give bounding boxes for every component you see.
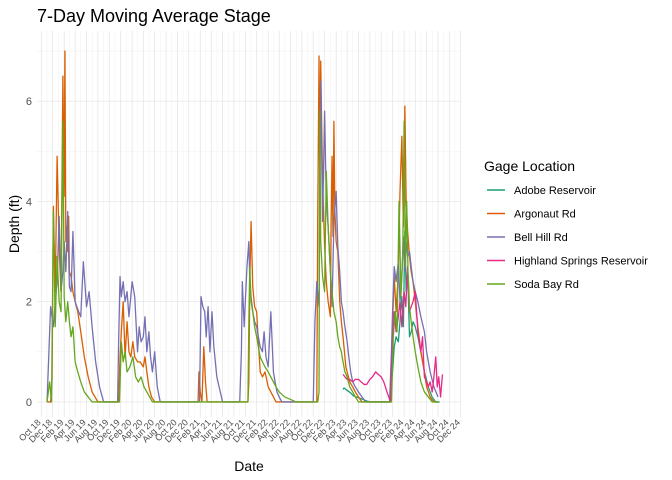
legend-label-soda-bay-rd: Soda Bay Rd — [514, 279, 579, 291]
y-axis-title: Depth (ft) — [6, 195, 22, 253]
minor-grid — [37, 31, 462, 417]
series-layer — [46, 50, 444, 403]
legend: Gage Location Adobe Reservoir Argonaut Rd… — [484, 158, 648, 291]
chart-title: 7-Day Moving Average Stage — [37, 6, 271, 26]
legend-label-highland-springs-reservoir: Highland Springs Reservoir — [514, 256, 648, 268]
series-line-adobe-reservoir — [342, 230, 440, 403]
legend-label-adobe-reservoir: Adobe Reservoir — [514, 185, 596, 197]
legend-label-bell-hill-rd: Bell Hill Rd — [514, 232, 568, 244]
x-axis-title: Date — [234, 458, 264, 474]
legend-label-argonaut-rd: Argonaut Rd — [514, 209, 576, 221]
y-tick-label: 4 — [26, 196, 32, 208]
legend-title: Gage Location — [484, 158, 575, 174]
y-tick-label: 2 — [26, 297, 32, 309]
legend-items: Adobe Reservoir Argonaut Rd Bell Hill Rd Hi… — [487, 185, 648, 291]
y-tick-label: 6 — [26, 96, 32, 108]
series-line-soda-bay-rd — [46, 110, 438, 403]
y-axis: 0 2 4 6 — [26, 96, 32, 409]
series-line-highland-springs-reservoir — [342, 265, 444, 403]
y-tick-label: 0 — [26, 397, 32, 409]
